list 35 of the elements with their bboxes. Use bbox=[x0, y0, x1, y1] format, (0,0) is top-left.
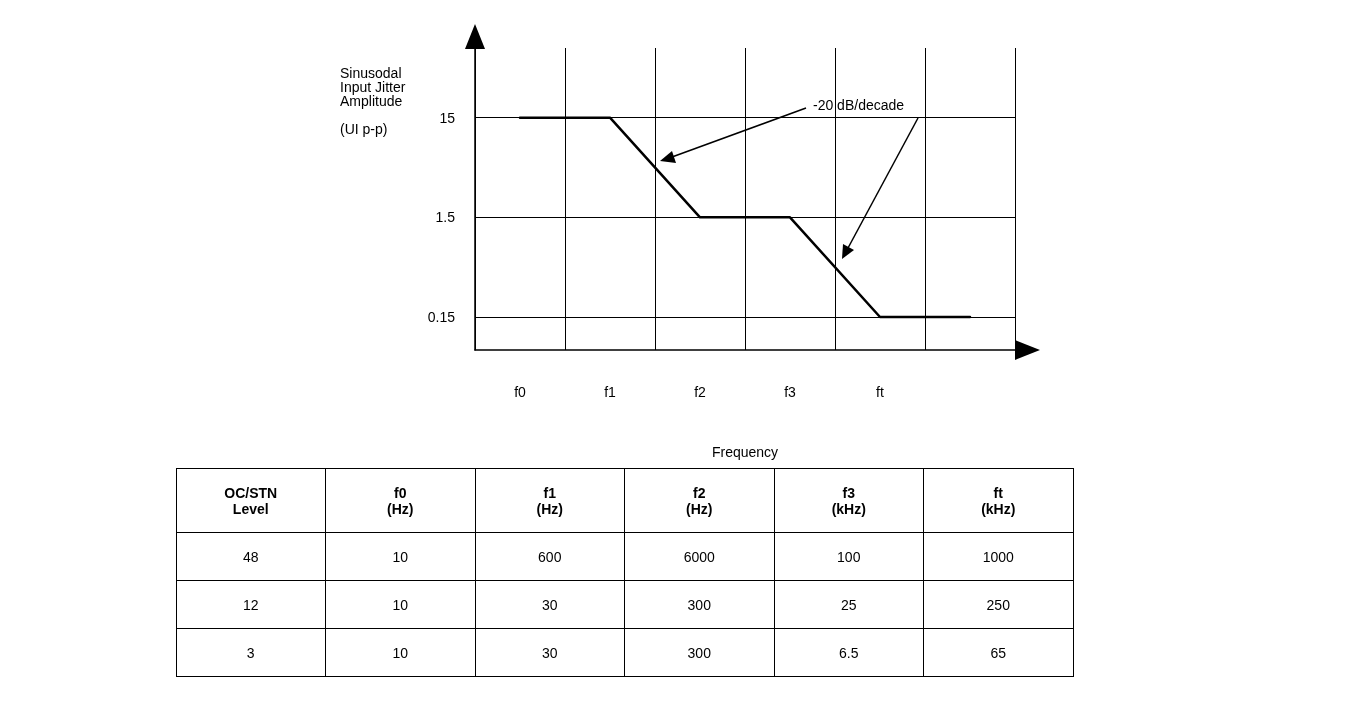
text: 10 bbox=[325, 580, 475, 629]
text: 48 bbox=[176, 532, 326, 581]
text: 600 bbox=[475, 532, 625, 581]
text: f0 (Hz) bbox=[325, 468, 475, 533]
text: ft (kHz) bbox=[923, 468, 1073, 533]
text: 300 bbox=[624, 580, 774, 629]
x-tick-label: ft bbox=[876, 384, 884, 400]
y-tick-label: 0.15 bbox=[427, 309, 456, 326]
annotation: -20 dB/decade bbox=[813, 97, 905, 113]
text: f1 (Hz) bbox=[475, 468, 625, 533]
text: 30 bbox=[475, 580, 625, 629]
x-tick-label: f1 bbox=[604, 384, 617, 400]
text: 6000 bbox=[624, 532, 774, 581]
text: 300 bbox=[624, 628, 774, 677]
x-tick-label: f3 bbox=[784, 384, 797, 400]
text: 100 bbox=[774, 532, 924, 581]
x-axis-title: Frequency bbox=[711, 444, 779, 460]
text: 30 bbox=[475, 628, 625, 677]
y-axis-title: Sinusodal Input Jitter Amplitude (UI p-p) bbox=[340, 65, 406, 137]
x-tick-label: f2 bbox=[694, 384, 707, 400]
text: 6.5 bbox=[774, 628, 924, 677]
text: 1000 bbox=[923, 532, 1073, 581]
text: 10 bbox=[325, 628, 475, 677]
x-tick-label: f0 bbox=[514, 384, 527, 400]
text: 25 bbox=[774, 580, 924, 629]
y-tick-label: 1.5 bbox=[435, 209, 456, 226]
text: 12 bbox=[176, 580, 326, 629]
text: f3 (kHz) bbox=[774, 468, 924, 533]
text: 250 bbox=[923, 580, 1073, 629]
text: f2 (Hz) bbox=[624, 468, 774, 533]
text: 3 bbox=[176, 628, 326, 677]
text: 65 bbox=[923, 628, 1073, 677]
y-tick-label: 15 bbox=[439, 109, 456, 126]
text: 10 bbox=[325, 532, 475, 581]
text: OC/STN Level bbox=[176, 468, 326, 533]
